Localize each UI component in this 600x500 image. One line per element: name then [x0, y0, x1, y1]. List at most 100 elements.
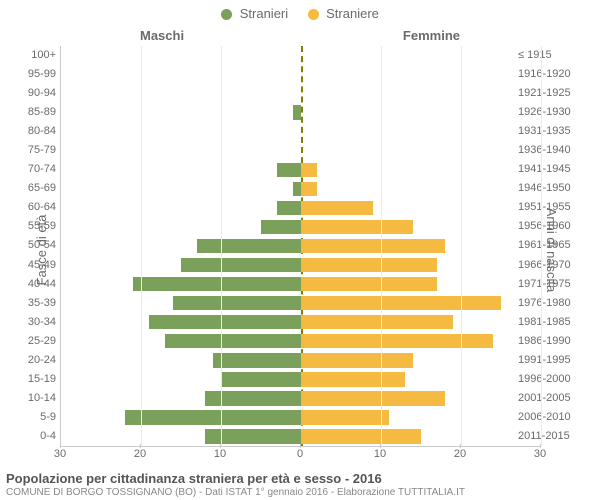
bar-rows	[61, 46, 541, 446]
x-tick-label: 20	[134, 448, 146, 460]
bar-female	[301, 429, 421, 443]
bar-row	[61, 236, 541, 255]
age-tick-label: 5-9	[24, 408, 56, 427]
age-tick-label: 45-49	[24, 256, 56, 275]
bar-male	[181, 258, 301, 272]
x-tick-label: 20	[454, 448, 466, 460]
x-tick: 0	[297, 448, 303, 460]
bar-male	[165, 334, 301, 348]
legend-swatch-female	[308, 9, 319, 20]
x-tick: 30	[534, 448, 546, 460]
age-tick-label: 75-79	[24, 141, 56, 160]
bar-male	[213, 353, 301, 367]
bar-female	[301, 163, 317, 177]
age-labels: 100+95-9990-9485-8980-8475-7970-7465-696…	[24, 46, 56, 446]
age-tick-label: 65-69	[24, 179, 56, 198]
x-tick-label: 30	[534, 448, 546, 460]
bar-male	[149, 315, 301, 329]
bar-male	[293, 182, 301, 196]
bar-male	[277, 201, 301, 215]
bar-female	[301, 258, 437, 272]
gridline-v	[461, 46, 462, 446]
pyramid-chart: Stranieri Straniere Maschi Femmine Fasce…	[0, 0, 600, 500]
bar-female	[301, 410, 389, 424]
bar-female	[301, 239, 445, 253]
age-tick-label: 35-39	[24, 294, 56, 313]
legend-label-male: Stranieri	[240, 6, 288, 21]
bar-row	[61, 427, 541, 446]
bar-row	[61, 65, 541, 84]
bar-row	[61, 370, 541, 389]
bar-female	[301, 391, 445, 405]
bar-male	[125, 410, 301, 424]
side-title-female: Femmine	[403, 28, 460, 43]
gridline-v	[221, 46, 222, 446]
age-tick-label: 95-99	[24, 65, 56, 84]
age-tick-label: 10-14	[24, 389, 56, 408]
x-tick-label: 10	[214, 448, 226, 460]
age-tick-label: 30-34	[24, 313, 56, 332]
bar-row	[61, 332, 541, 351]
bar-row	[61, 160, 541, 179]
bar-row	[61, 141, 541, 160]
gridline-v	[541, 46, 542, 446]
x-tick-label: 30	[54, 448, 66, 460]
age-tick-label: 20-24	[24, 351, 56, 370]
age-tick-label: 90-94	[24, 84, 56, 103]
bar-male	[205, 391, 301, 405]
bar-female	[301, 277, 437, 291]
age-tick-label: 100+	[24, 46, 56, 65]
bar-male	[133, 277, 301, 291]
bar-female	[301, 315, 453, 329]
bar-row	[61, 217, 541, 236]
bar-female	[301, 182, 317, 196]
bar-row	[61, 256, 541, 275]
age-tick-label: 60-64	[24, 198, 56, 217]
bar-female	[301, 353, 413, 367]
plot-area	[60, 46, 541, 447]
x-tick-label: 10	[374, 448, 386, 460]
bar-row	[61, 179, 541, 198]
chart-footer: Popolazione per cittadinanza straniera p…	[6, 471, 594, 498]
bar-row	[61, 313, 541, 332]
bar-row	[61, 294, 541, 313]
age-tick-label: 0-4	[24, 427, 56, 446]
age-tick-label: 80-84	[24, 122, 56, 141]
bar-male	[173, 296, 301, 310]
chart-subtitle: COMUNE DI BORGO TOSSIGNANO (BO) - Dati I…	[6, 487, 594, 498]
bar-row	[61, 84, 541, 103]
bar-row	[61, 46, 541, 65]
bar-row	[61, 351, 541, 370]
age-tick-label: 55-59	[24, 217, 56, 236]
bar-row	[61, 103, 541, 122]
x-tick-label: 0	[297, 448, 303, 460]
age-tick-label: 50-54	[24, 236, 56, 255]
bar-female	[301, 201, 373, 215]
bar-male	[221, 372, 301, 386]
legend-label-female: Straniere	[326, 6, 379, 21]
bar-row	[61, 198, 541, 217]
bar-male	[293, 105, 301, 119]
x-tick: 30	[54, 448, 66, 460]
age-tick-label: 40-44	[24, 275, 56, 294]
bar-female	[301, 296, 501, 310]
x-tick: 10	[214, 448, 226, 460]
bar-row	[61, 275, 541, 294]
bar-female	[301, 334, 493, 348]
bar-row	[61, 122, 541, 141]
gridline-v	[141, 46, 142, 446]
gridline-v	[381, 46, 382, 446]
age-tick-label: 25-29	[24, 332, 56, 351]
age-tick-label: 15-19	[24, 370, 56, 389]
legend: Stranieri Straniere	[0, 6, 600, 21]
bar-male	[277, 163, 301, 177]
age-tick-label: 70-74	[24, 160, 56, 179]
x-ticks: 3020100102030	[60, 448, 540, 462]
side-title-male: Maschi	[140, 28, 184, 43]
x-tick: 20	[134, 448, 146, 460]
x-tick: 20	[454, 448, 466, 460]
bar-male	[197, 239, 301, 253]
bar-row	[61, 389, 541, 408]
legend-swatch-male	[221, 9, 232, 20]
bar-female	[301, 220, 413, 234]
